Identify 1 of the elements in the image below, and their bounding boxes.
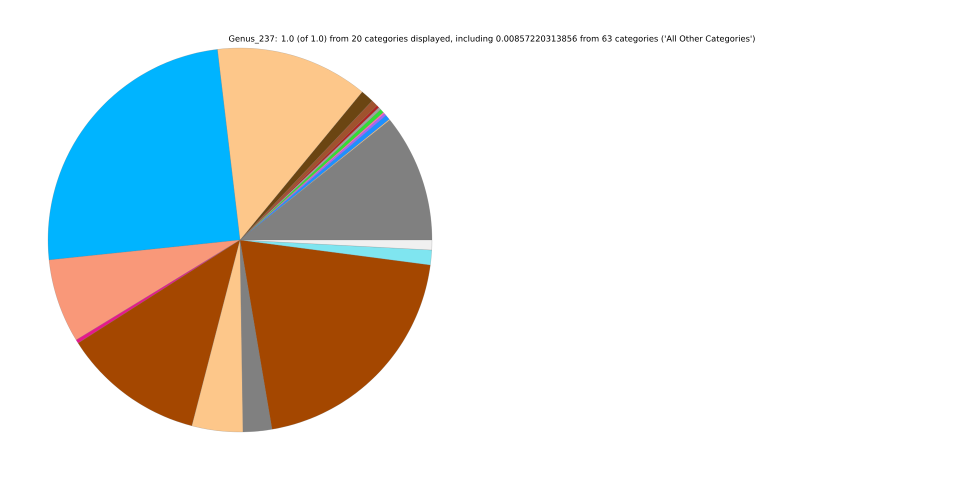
text: Genus_237: 1.0 (of 1.0) from 20 categories displayed, including 0.00857220313856 from 63 categories ('All Other Categories'): [229, 35, 755, 44]
